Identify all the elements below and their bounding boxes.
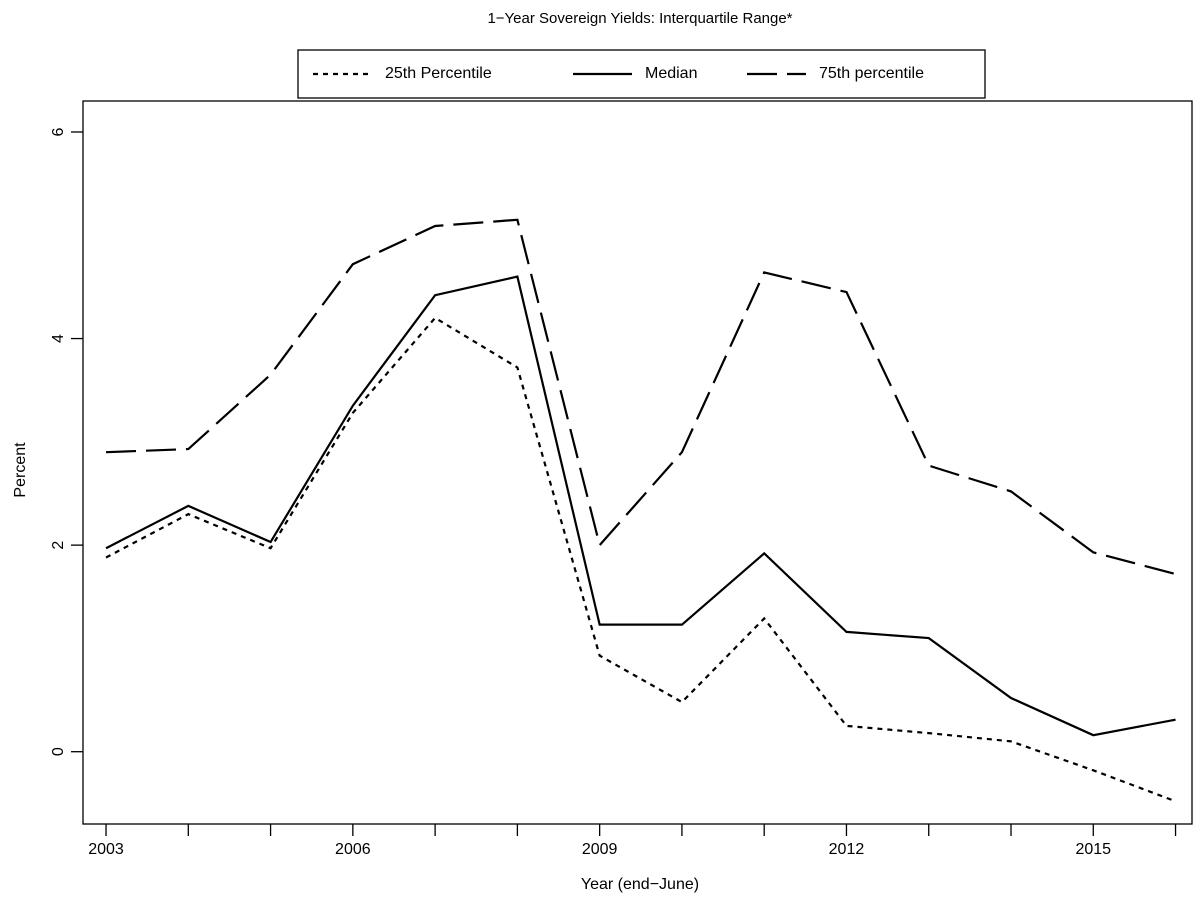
y-tick-label: 2 — [50, 541, 67, 550]
legend-label: 75th percentile — [819, 65, 924, 82]
y-tick-label: 6 — [50, 127, 67, 136]
legend-box — [297, 49, 986, 99]
x-tick-label: 2006 — [335, 841, 371, 858]
y-tick-label: 0 — [50, 747, 67, 756]
x-tick-label: 2009 — [582, 841, 618, 858]
y-axis-label: Percent — [12, 442, 29, 498]
x-axis-label: Year (end−June) — [581, 876, 699, 893]
x-tick-label: 2012 — [829, 841, 865, 858]
plot-frame — [82, 100, 1193, 825]
x-tick-label: 2003 — [88, 841, 124, 858]
series-line — [105, 218, 1176, 576]
series-line — [105, 275, 1176, 737]
chart-title: 1−Year Sovereign Yields: Interquartile R… — [487, 10, 792, 27]
x-tick-label: 2015 — [1075, 841, 1111, 858]
legend-label: Median — [645, 65, 697, 82]
y-tick-label: 4 — [50, 334, 67, 343]
legend-label: 25th Percentile — [385, 65, 492, 82]
series-line — [105, 316, 1176, 803]
